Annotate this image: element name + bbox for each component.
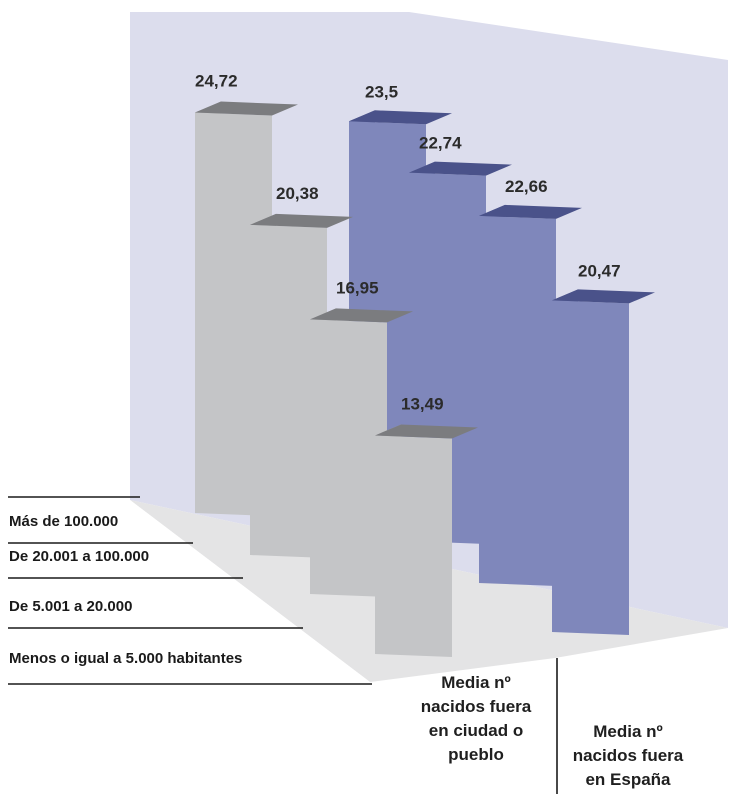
bar-top <box>310 308 413 323</box>
bar-top <box>349 110 452 125</box>
row-label-2: De 20.001 a 100.000 <box>9 548 149 565</box>
group-label-1-line-3: en ciudad o <box>429 721 523 740</box>
bar-s1-r2 <box>250 213 353 558</box>
bar-s1-r4 <box>375 424 478 657</box>
value-label-s1-r4: 13,49 <box>401 394 444 413</box>
bar-front <box>310 319 387 597</box>
bar-s2-r4 <box>552 289 655 635</box>
value-label-s1-r1: 24,72 <box>195 72 238 91</box>
bar-front <box>250 224 327 558</box>
bar-front <box>479 215 556 586</box>
value-label-s2-r4: 20,47 <box>578 261 621 280</box>
group-label-1-line-2: nacidos fuera <box>421 697 532 716</box>
group-label-2-line-3: en España <box>585 770 671 789</box>
value-label-s1-r2: 20,38 <box>276 184 319 203</box>
group-label-2: Media nº nacidos fuera en España <box>573 722 684 789</box>
row-label-4: Menos o igual a 5.000 habitantes <box>9 650 242 667</box>
group-label-2-line-1: Media nº <box>593 722 663 741</box>
row-label-3: De 5.001 a 20.000 <box>9 598 132 615</box>
row-label-1: Más de 100.000 <box>9 513 118 530</box>
bar-top <box>552 289 655 304</box>
bar-top <box>409 161 512 176</box>
bars-layer <box>195 101 655 657</box>
bar-top <box>375 424 478 439</box>
bar-top <box>250 213 353 228</box>
bar-s2-r3 <box>479 204 582 586</box>
bar-top <box>479 204 582 219</box>
value-label-s2-r1: 23,5 <box>365 82 398 101</box>
group-label-1: Media nº nacidos fuera en ciudad o puebl… <box>421 673 532 764</box>
bar-front <box>375 435 452 657</box>
bar-top <box>195 101 298 116</box>
bar-front <box>552 300 629 635</box>
floor-left-edge <box>130 500 370 682</box>
bar-s1-r3 <box>310 308 413 597</box>
value-label-s2-r2: 22,74 <box>419 134 462 153</box>
value-label-s1-r3: 16,95 <box>336 278 379 297</box>
value-labels-layer: 24,72 20,38 16,95 13,49 23,5 22,74 22,66 20,47 <box>195 72 621 414</box>
group-label-2-line-2: nacidos fuera <box>573 746 684 765</box>
group-label-1-line-4: pueblo <box>448 745 504 764</box>
value-label-s2-r3: 22,66 <box>505 177 548 196</box>
group-label-1-line-1: Media nº <box>441 673 511 692</box>
